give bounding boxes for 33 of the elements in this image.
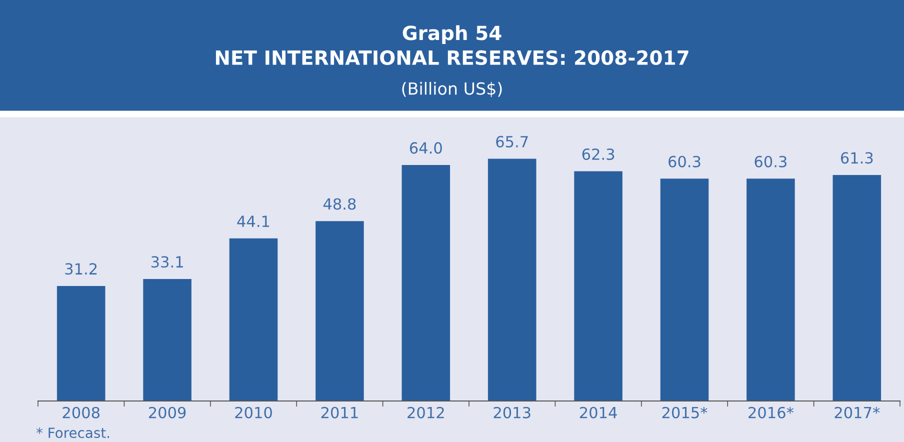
x-tick-label: 2012 <box>408 406 444 418</box>
data-label: 33.1 <box>151 256 183 268</box>
bar <box>229 238 278 401</box>
data-label: 62.3 <box>582 148 614 160</box>
x-tick-label: 2011 <box>321 406 358 418</box>
data-label: 65.7 <box>496 136 528 148</box>
x-tick-label: 2017* <box>834 406 880 418</box>
bar <box>316 221 364 401</box>
data-label: 64.0 <box>410 142 442 154</box>
data-label: 31.2 <box>65 263 97 275</box>
x-tick-label: 2016* <box>748 406 794 418</box>
bar <box>574 171 622 401</box>
data-label: 61.3 <box>840 152 873 164</box>
data-label: 44.1 <box>237 216 270 227</box>
data-label: 48.8 <box>323 198 356 210</box>
bar <box>660 178 709 401</box>
bar <box>746 178 795 401</box>
chart-title: Graph 54 NET INTERNATIONAL RESERVES: 2008-2017 <box>216 25 688 66</box>
bar <box>832 174 882 401</box>
data-label: 60.3 <box>754 156 786 168</box>
bar <box>402 165 450 401</box>
x-tick-label: 2015* <box>662 406 708 418</box>
bar <box>143 278 192 401</box>
x-tick-label: 2010 <box>235 406 272 418</box>
data-label: 60.3 <box>668 156 700 168</box>
bar <box>56 286 106 401</box>
text: * Forecast. <box>36 428 110 438</box>
chart-subtitle: (Billion US$) <box>402 82 502 98</box>
x-tick-label: 2013 <box>494 406 530 418</box>
bar <box>488 158 536 401</box>
x-tick-label: 2009 <box>148 406 186 418</box>
x-tick-label: 2014 <box>580 406 617 418</box>
x-tick-label: 2008 <box>62 406 100 418</box>
